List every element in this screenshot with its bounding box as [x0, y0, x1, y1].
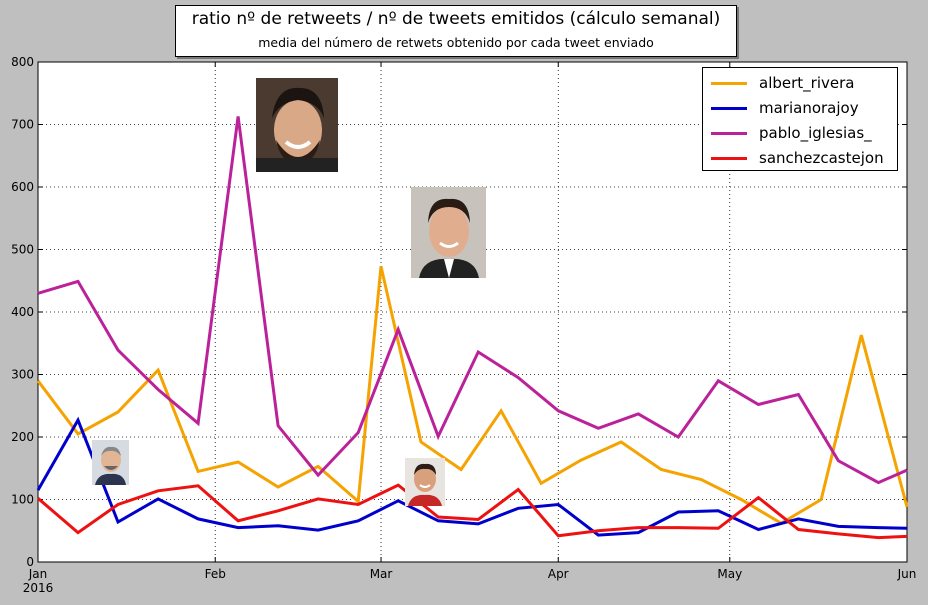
legend-swatch — [711, 106, 747, 110]
series-line-pablo-iglesias — [37, 116, 908, 485]
chart-title: ratio nº de retweets / nº de tweets emit… — [191, 9, 721, 29]
face-icon — [405, 458, 445, 506]
series-lines — [36, 116, 909, 540]
legend-label: pablo_iglesias_ — [759, 124, 872, 142]
series-line-sanchezcastejon — [37, 483, 908, 540]
legend-label: sanchezcastejon — [759, 149, 884, 167]
series-line-albert-rivera — [36, 266, 909, 526]
x-tick-label: May — [717, 567, 742, 581]
y-tick-label: 500 — [11, 243, 34, 257]
legend-item-pablo-iglesias: pablo_iglesias_ — [703, 121, 897, 145]
mariano-rajoy-photo — [92, 440, 129, 485]
legend-label: albert_rivera — [759, 74, 855, 92]
x-tick-label: Apr — [548, 567, 569, 581]
y-tick-label: 200 — [11, 430, 34, 444]
y-tick-label: 300 — [11, 368, 34, 382]
x-tick-label: 2016 — [23, 581, 54, 595]
face-icon — [411, 187, 486, 278]
x-tick-label: Feb — [205, 567, 226, 581]
legend-item-albert-rivera: albert_rivera — [703, 71, 897, 95]
series-line-marianorajoy — [36, 416, 908, 537]
legend-swatch — [711, 81, 747, 85]
y-tick-label: 400 — [11, 305, 34, 319]
face-icon — [92, 440, 129, 485]
x-tick-label: Jan — [28, 567, 48, 581]
title-box: ratio nº de retweets / nº de tweets emit… — [175, 5, 737, 57]
albert-rivera-photo — [411, 187, 486, 278]
face-icon — [256, 78, 338, 172]
pedro-sanchez-photo — [405, 458, 445, 506]
x-tick-label: Jun — [897, 567, 917, 581]
y-tick-label: 100 — [11, 493, 34, 507]
y-tick-label: 0 — [26, 555, 34, 569]
x-tick-label: Mar — [370, 567, 393, 581]
legend: albert_rivera marianorajoy pablo_iglesia… — [702, 67, 898, 171]
chart-subtitle: media del número de retwets obtenido por… — [258, 35, 654, 50]
legend-label: marianorajoy — [759, 99, 859, 117]
y-tick-label: 800 — [11, 55, 34, 69]
y-tick-label: 600 — [11, 180, 34, 194]
legend-swatch — [711, 131, 747, 135]
legend-item-marianorajoy: marianorajoy — [703, 96, 897, 120]
pablo-iglesias-photo — [256, 78, 338, 172]
y-tick-label: 700 — [11, 118, 34, 132]
legend-item-sanchezcastejon: sanchezcastejon — [703, 146, 897, 170]
legend-swatch — [711, 156, 747, 160]
